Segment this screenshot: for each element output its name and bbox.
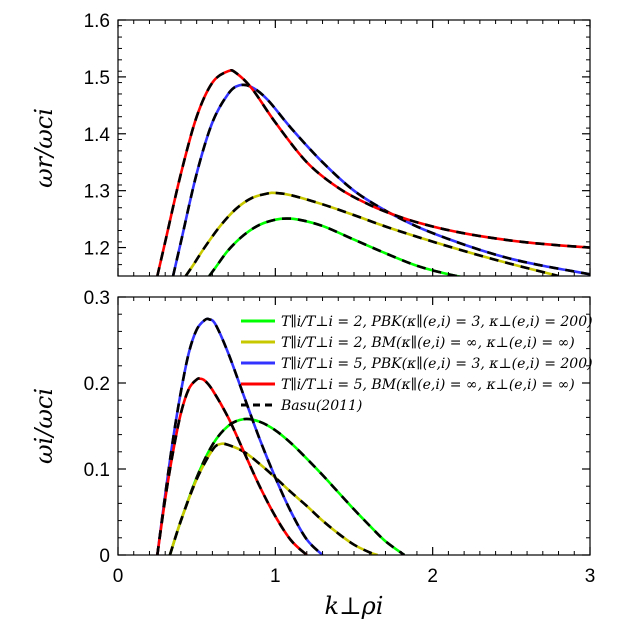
legend-label-4: Basu(2011) [280,398,362,414]
top-panel: 1.2 1.3 1.4 1.5 1.6 ωr/ωci [30,11,591,277]
top-series-1-basu-dashed [184,191,559,276]
top-series-2-line [171,83,590,276]
bottom-ticks: 0 0.1 0.2 0.3 0 1 2 3 [84,288,596,587]
xtick-label: 3 [585,566,596,587]
legend-label-0: T∥i/T⊥i = 2, PBK(κ∥(e,i) = 3, κ⊥(e,i) = … [281,314,593,330]
bottom-ytick-label: 0 [99,546,110,567]
x-axis-label: k⊥ρi [325,592,384,620]
legend: T∥i/T⊥i = 2, PBK(κ∥(e,i) = 3, κ⊥(e,i) = … [241,314,593,414]
top-y-axis-label: ωr/ωci [30,108,58,188]
bottom-series-2-basu-dashed [156,317,324,555]
bottom-ytick-label: 0.3 [84,288,110,309]
legend-label-3: T∥i/T⊥i = 5, BM(κ∥(e,i) = ∞, κ⊥(e,i) = ∞… [281,377,575,393]
top-ytick-label: 1.4 [84,125,111,146]
legend-label-1: T∥i/T⊥i = 2, BM(κ∥(e,i) = ∞, κ⊥(e,i) = ∞… [281,335,575,351]
top-ytick-label: 1.2 [84,239,110,260]
top-ytick-label: 1.6 [84,11,110,32]
bottom-series-1-basu-dashed [168,442,379,555]
bottom-ytick-label: 0.2 [84,374,110,395]
bottom-y-axis-label: ωi/ωci [30,388,58,464]
bottom-series-3-basu-dashed [156,377,308,555]
top-ticks: 1.2 1.3 1.4 1.5 1.6 [84,11,591,277]
top-series-group [156,68,590,276]
bottom-series-0-basu-dashed [168,417,406,555]
xtick-label: 1 [270,566,281,587]
bottom-panel: 0 0.1 0.2 0.3 0 1 2 3 ωi/ωci k⊥ρi [30,288,595,620]
top-series-0-basu-dashed [208,217,464,276]
top-ytick-label: 1.5 [84,68,110,89]
legend-label-2: T∥i/T⊥i = 5, PBK(κ∥(e,i) = 3, κ⊥(e,i) = … [281,356,593,372]
top-axes-frame [117,19,591,277]
bottom-series-group [156,317,406,555]
top-ytick-label: 1.3 [84,182,110,203]
top-series-2-basu-dashed [171,83,590,276]
bottom-axes-frame [117,296,591,556]
top-series-3-basu-dashed [156,68,590,276]
xtick-label: 0 [113,566,124,587]
bottom-ytick-label: 0.1 [84,460,110,481]
xtick-label: 2 [427,566,438,587]
